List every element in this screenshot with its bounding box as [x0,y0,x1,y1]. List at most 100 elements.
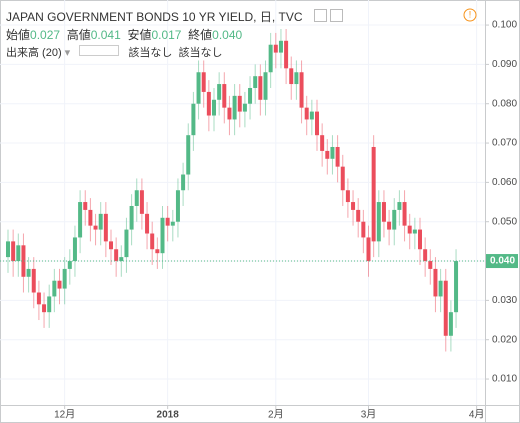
icon-buttons[interactable] [79,45,120,56]
candle-body [6,241,10,258]
candle-body [16,245,21,262]
candle-body [268,44,273,73]
candle-body [139,190,144,214]
candle-body [165,217,170,226]
chart-title: JAPAN GOVERNMENT BONDS 10 YR YIELD, 日, T… [6,10,303,24]
candle-body [320,135,325,151]
candle-body [356,209,361,222]
last-price-badge [486,254,518,269]
y-tick-label: 0.080 [492,98,517,109]
candle-body [299,72,304,108]
candle-body [181,174,186,191]
candle-body [227,107,232,120]
candle-body [448,312,453,336]
candle-body [443,280,448,336]
candle-body [88,209,93,226]
candle-body [206,91,211,116]
candle-body [361,221,366,238]
candle-body [366,237,371,262]
x-tick-label: 4月 [469,409,485,421]
candle-body [418,229,422,250]
candle-body [42,304,47,313]
header-title-row: JAPAN GOVERNMENT BONDS 10 YR YIELD, 日, T… [6,8,344,25]
candle-body [392,209,397,230]
y-tick-label: 0.010 [492,374,517,385]
candle-body [11,241,16,262]
candle-body [325,150,330,159]
candle-body [289,68,294,85]
candle-body [114,249,119,262]
icon-button[interactable] [313,9,327,22]
ohlc-value: 0.041 [90,28,121,42]
candle-body [57,280,62,289]
candle-body [109,241,113,250]
volume-row: 出来高 (20) ▾ 該当なし 該当なし [6,45,223,59]
candle-body [98,213,103,230]
candle-body [134,190,139,206]
candle-body [72,237,77,262]
ohlc-value: 0.027 [30,28,61,42]
candle-body [242,103,247,112]
candle-body [330,146,335,159]
candle-body [237,95,242,112]
x-tick-label: 12月 [54,409,75,421]
last-price-label: 0.040 [490,256,515,267]
candle-body [93,225,98,230]
candle-body [124,229,129,258]
alert-icon[interactable] [463,8,477,22]
ohlc-label: 終値 [188,28,213,42]
candle-body [335,146,340,167]
candle-body [36,292,41,305]
candle-body [201,72,206,92]
candle-body [304,107,309,120]
candle-body [47,296,52,313]
y-tick-label: 0.090 [492,59,517,70]
candle-body [381,202,386,222]
candle-body [345,190,350,203]
candle-body [26,268,31,277]
candle-body [273,44,278,53]
y-tick-label: 0.050 [492,216,517,227]
candle-body [376,202,381,242]
candle-body [309,111,314,120]
candle-body [263,72,268,100]
candle-body [129,205,134,230]
candle-body [248,87,253,104]
volume-value: 該当なし [178,47,223,59]
icon-button[interactable] [330,9,344,22]
candle-body [31,268,36,293]
candle-body [160,217,165,254]
candle-body [67,261,72,269]
axis: 0.010 0.020 0.030 0.040 0.050 0.060 0.070 0.080… [54,20,518,421]
volume-label: 出来高 (20) [6,47,62,59]
candle-body [407,225,412,234]
y-tick-label: 0.030 [492,295,517,306]
candle-body [191,103,196,136]
candle-body [62,268,67,289]
candle-body [212,99,216,116]
candle-body [423,249,428,262]
candle-body [387,221,392,230]
candle-body [217,84,222,100]
y-tick-label: 0.070 [492,138,517,149]
candle-body [78,202,83,238]
candle-body [315,111,319,136]
candle-body [294,72,299,85]
candle-body [119,257,124,262]
candle-body [402,202,407,226]
candle-body [438,280,443,297]
candle-body [155,249,160,254]
candle-body [170,221,175,226]
candle-body [284,40,289,69]
candle-body [258,76,263,100]
candle-body [150,233,155,250]
ohlc-value: 0.017 [151,28,182,42]
y-tick-label: 0.060 [492,177,517,188]
candle-body [253,76,258,88]
candle-body [454,261,459,313]
ohlc-label: 安値 [127,28,152,42]
candle-body [145,213,150,234]
x-tick-label: 2018 [157,410,180,421]
